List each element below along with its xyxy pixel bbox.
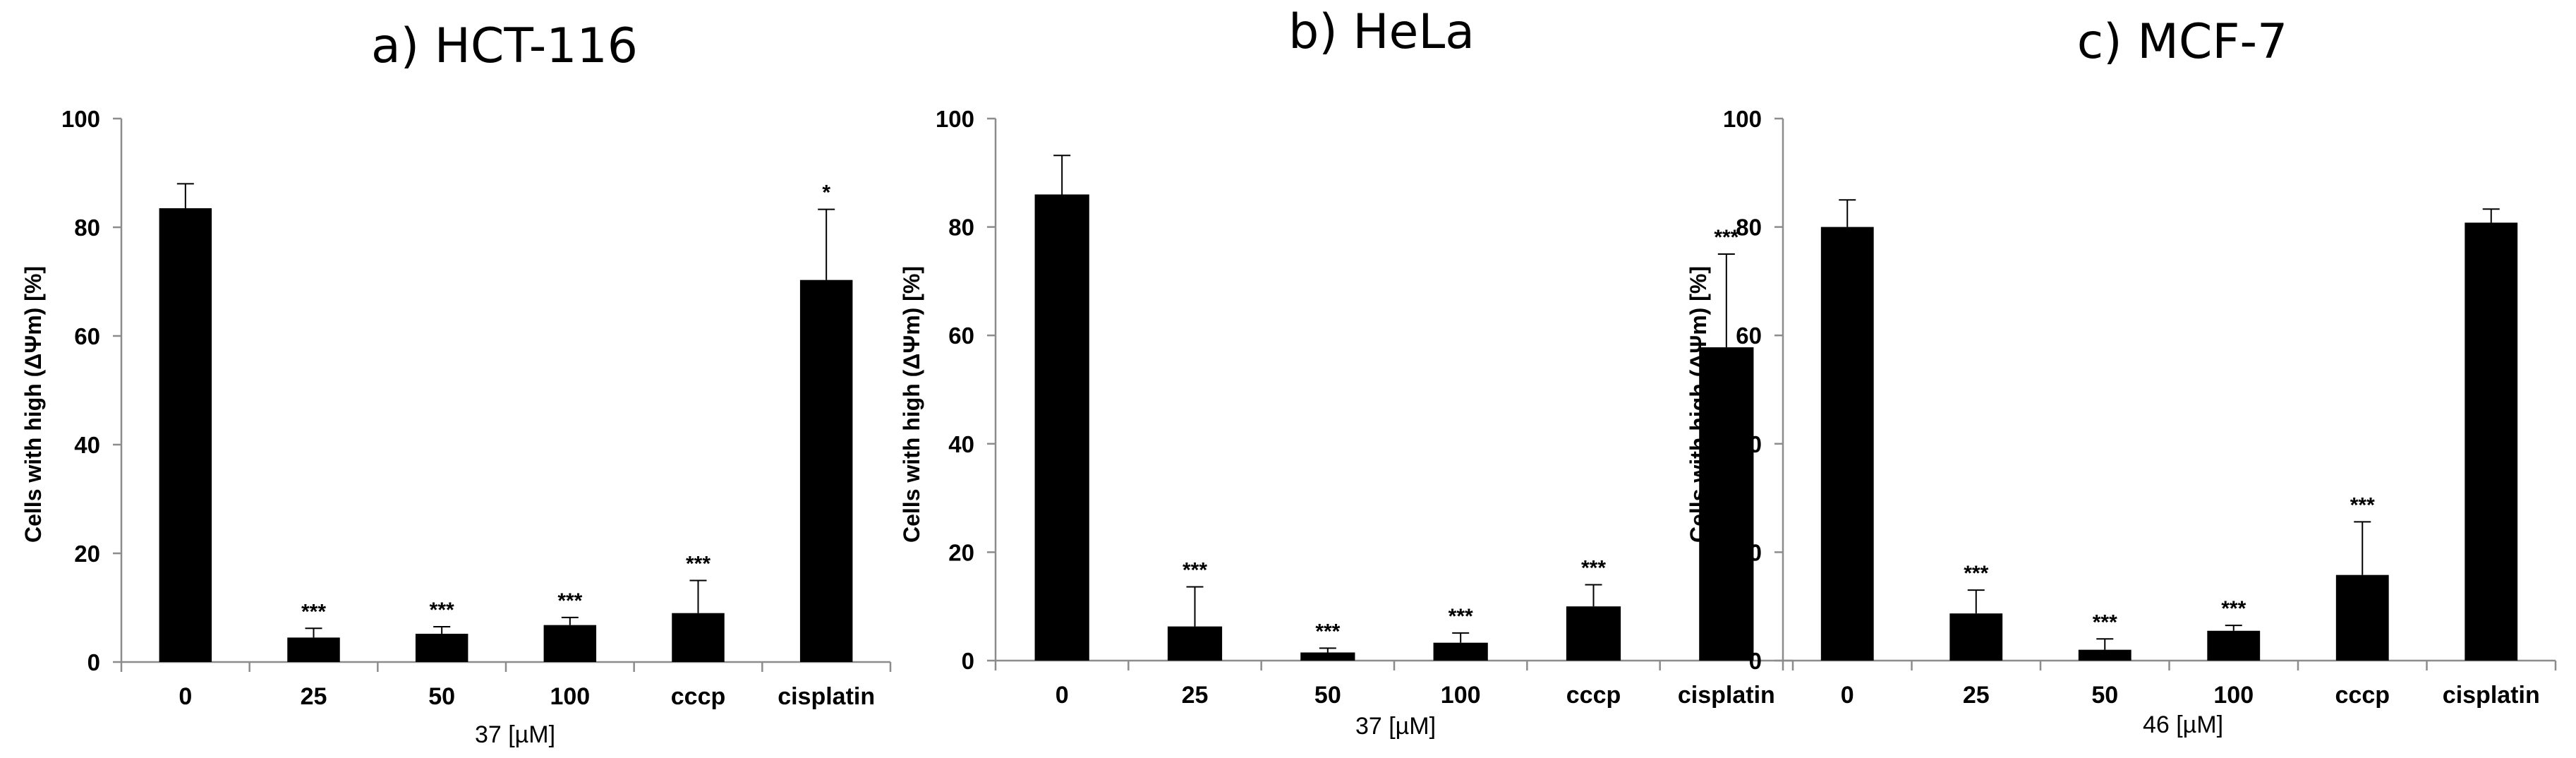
x-tick-label-a-50: 50: [428, 683, 455, 710]
y-tick-label-c-40: 40: [1736, 431, 1762, 457]
y-axis-label-b: Cells with high (ΔΨm) [%]: [899, 266, 924, 543]
y-tick-label-a-40: 40: [74, 432, 100, 458]
x-axis-label-b: 37 [µM]: [1355, 713, 1436, 740]
significance-b-100: ***: [1449, 605, 1473, 628]
x-tick-label-a-cisplatin: cisplatin: [778, 683, 875, 710]
bar-a-100: [543, 625, 597, 662]
x-tick-label-a-100: 100: [550, 683, 590, 710]
significance-b-cccp: ***: [1581, 556, 1606, 579]
bar-c-100: [2207, 630, 2261, 661]
x-tick-label-c-50: 50: [2091, 682, 2118, 709]
bar-a-50: [415, 633, 468, 662]
y-tick-label-c-60: 60: [1736, 323, 1762, 349]
x-tick-label-b-25: 25: [1182, 682, 1209, 709]
x-tick-label-b-0: 0: [1056, 682, 1069, 709]
panel-b: b) HeLa Cells with high (ΔΨm) [%] 37 [µM…: [899, 4, 1794, 740]
significance-c-100: ***: [2221, 597, 2246, 620]
y-tick-label-b-80: 80: [948, 215, 974, 241]
bar-b-0: [1034, 194, 1089, 661]
bar-b-cisplatin: [1699, 347, 1754, 661]
chart-title-c: c) MCF-7: [2077, 14, 2288, 70]
bar-a-25: [287, 637, 340, 662]
significance-c-50: ***: [2093, 610, 2117, 634]
y-tick-label-c-100: 100: [1723, 106, 1762, 132]
panel-a: a) HCT-116 Cells with high (ΔΨm) [%] 37 …: [20, 18, 892, 748]
x-tick-label-c-25: 25: [1963, 682, 1990, 709]
y-tick-label-b-60: 60: [948, 323, 974, 349]
x-tick-label-b-cccp: cccp: [1566, 682, 1621, 709]
significance-b-cisplatin: ***: [1714, 226, 1739, 249]
bar-c-cccp: [2335, 574, 2389, 661]
bar-b-cccp: [1566, 606, 1621, 661]
x-tick-label-b-cisplatin: cisplatin: [1678, 682, 1775, 709]
y-axis-label-a: Cells with high (ΔΨm) [%]: [20, 266, 46, 543]
y-tick-label-a-100: 100: [61, 106, 100, 132]
bar-c-0: [1820, 227, 1874, 661]
x-tick-label-c-100: 100: [2213, 682, 2254, 709]
chart-title-b: b) HeLa: [1288, 4, 1475, 60]
significance-b-50: ***: [1315, 620, 1340, 643]
significance-a-25: ***: [301, 600, 326, 623]
y-tick-label-b-0: 0: [962, 648, 974, 674]
significance-b-25: ***: [1183, 559, 1207, 582]
x-tick-label-a-cccp: cccp: [671, 683, 726, 710]
bar-a-cisplatin: [799, 279, 853, 662]
y-tick-label-b-100: 100: [936, 106, 974, 132]
y-tick-label-b-40: 40: [948, 431, 974, 457]
y-tick-label-a-20: 20: [74, 541, 100, 567]
bar-a-0: [159, 208, 212, 662]
x-axis-label-a: 37 [µM]: [475, 721, 555, 748]
y-tick-label-a-80: 80: [74, 215, 100, 241]
y-tick-label-c-20: 20: [1736, 539, 1762, 565]
chart-title-a: a) HCT-116: [371, 18, 638, 74]
bar-b-25: [1167, 626, 1223, 661]
y-tick-label-c-80: 80: [1736, 215, 1762, 241]
bar-b-50: [1300, 652, 1355, 661]
significance-a-50: ***: [430, 598, 454, 622]
y-tick-label-b-20: 20: [948, 539, 974, 565]
y-tick-label-a-0: 0: [87, 649, 100, 675]
significance-a-cisplatin: *: [822, 181, 830, 205]
bar-c-cisplatin: [2465, 222, 2518, 661]
y-tick-label-a-60: 60: [74, 323, 100, 349]
x-tick-label-c-0: 0: [1841, 682, 1854, 709]
x-tick-label-a-25: 25: [301, 683, 327, 710]
significance-c-cccp: ***: [2350, 493, 2375, 517]
y-tick-label-c-0: 0: [1749, 648, 1762, 674]
bar-a-cccp: [672, 613, 725, 662]
x-tick-label-b-100: 100: [1441, 682, 1481, 709]
x-tick-label-a-0: 0: [179, 683, 192, 710]
bar-b-100: [1433, 642, 1488, 661]
bar-c-50: [2078, 649, 2131, 661]
panel-c: c) MCF-7 Cells with high (ΔΨm) [%] 46 [µ…: [1686, 14, 2557, 738]
y-axis-label-c: Cells with high (ΔΨm) [%]: [1686, 266, 1711, 543]
bar-c-25: [1949, 613, 2003, 661]
significance-a-cccp: ***: [686, 553, 710, 576]
x-tick-label-c-cisplatin: cisplatin: [2443, 682, 2540, 709]
x-tick-label-c-cccp: cccp: [2335, 682, 2390, 709]
significance-c-25: ***: [1964, 562, 1988, 585]
significance-a-100: ***: [557, 589, 582, 613]
x-tick-label-b-50: 50: [1314, 682, 1341, 709]
x-axis-label-c: 46 [µM]: [2143, 711, 2223, 738]
